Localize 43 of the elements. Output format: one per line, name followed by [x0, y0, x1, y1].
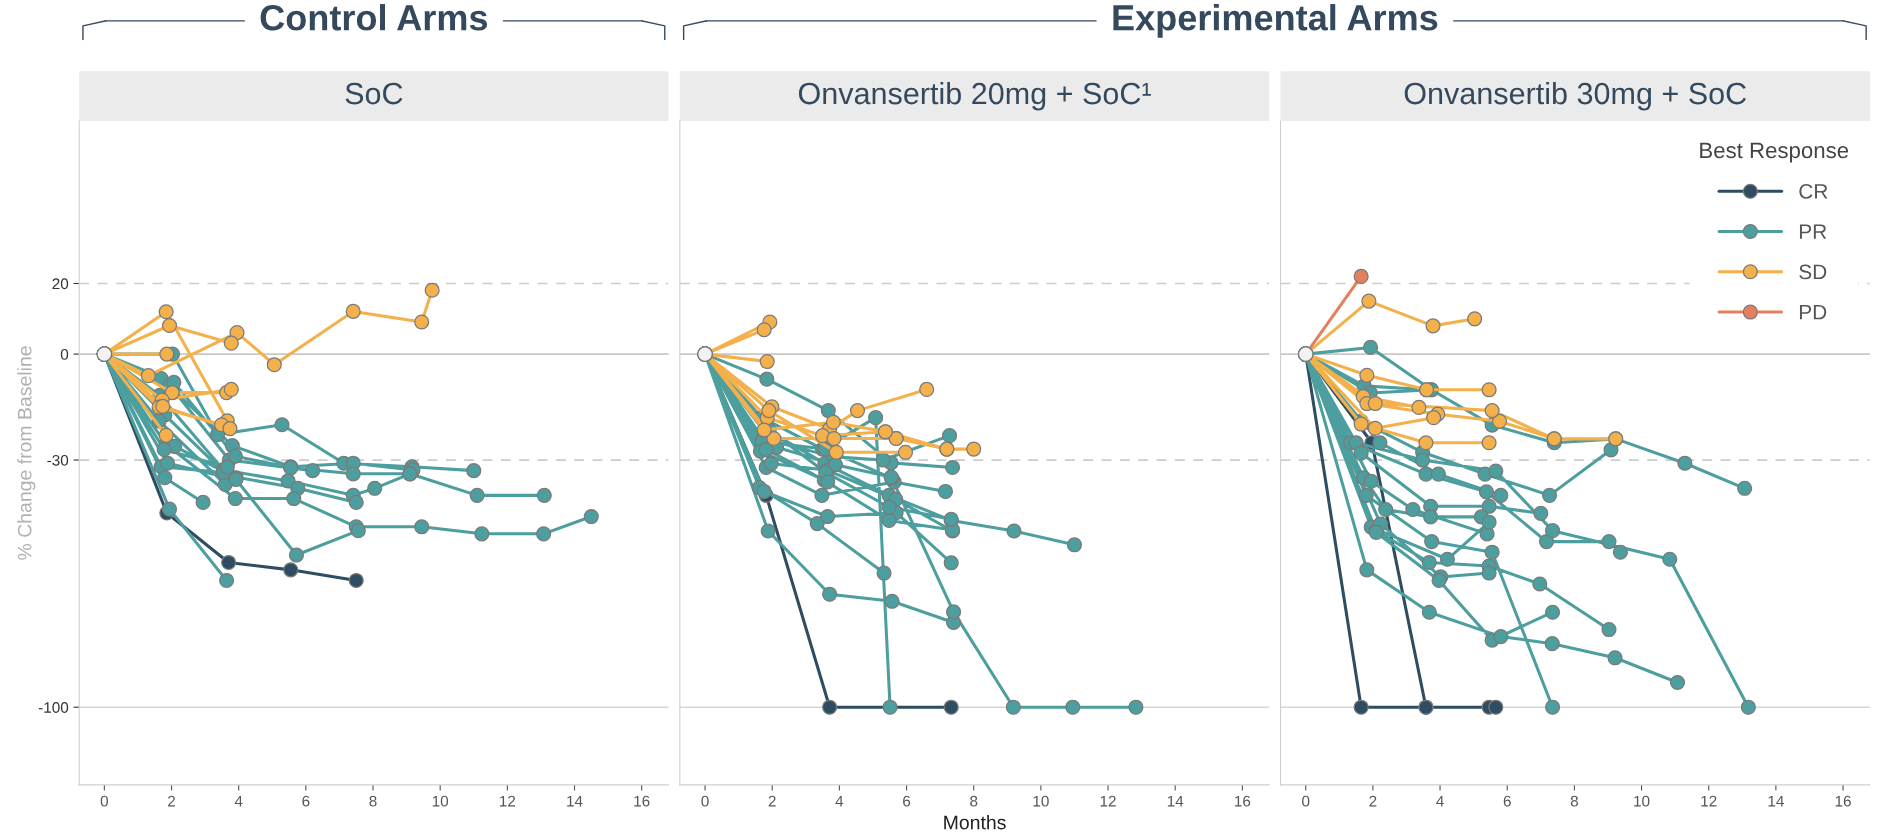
- x-tick-label: 10: [432, 795, 449, 807]
- legend-title: Best Response: [1700, 142, 1849, 163]
- x-tick-label: 0: [701, 795, 709, 807]
- x-tick-label: 6: [1503, 795, 1511, 807]
- x-tick-label: 6: [903, 795, 911, 807]
- y-tick-label: 20: [52, 278, 69, 290]
- legend-label: CR: [1799, 184, 1828, 199]
- chart-title: SoC: [345, 82, 403, 105]
- x-tick-label: 2: [168, 795, 175, 807]
- x-tick-label: 14: [567, 795, 583, 807]
- x-tick-label: 0: [100, 795, 109, 807]
- x-tick-label: 14: [1167, 795, 1184, 807]
- x-tick-label: 12: [1100, 795, 1116, 807]
- x-tick-label: 2: [1369, 795, 1377, 807]
- y-tick-label: 0: [60, 348, 69, 360]
- legend-label: PR: [1799, 224, 1827, 239]
- x-tick-label: 8: [1570, 795, 1578, 807]
- x-tick-label: 16: [634, 795, 650, 807]
- x-tick-label: 0: [1302, 795, 1310, 807]
- x-tick-label: 14: [1768, 795, 1784, 807]
- x-tick-label: 4: [1436, 795, 1444, 807]
- chart-title: Onvansertib 20mg + SoC¹: [798, 81, 1151, 111]
- x-tick-label: 16: [1835, 795, 1851, 807]
- x-axis-title: Months: [944, 815, 1006, 830]
- legend-label: PD: [1799, 304, 1827, 320]
- chart-title: Onvansertib 30mg + SoC: [1404, 81, 1747, 111]
- x-tick-label: 16: [1235, 795, 1251, 807]
- x-tick-label: 4: [835, 795, 844, 807]
- x-tick-label: 10: [1033, 795, 1049, 807]
- x-tick-label: 2: [768, 795, 776, 807]
- x-tick-label: 6: [302, 795, 310, 807]
- legend-label: SD: [1799, 264, 1827, 280]
- x-tick-label: 8: [369, 795, 377, 807]
- x-tick-label: 12: [1701, 795, 1717, 807]
- chart-subtitle: Experimental Arms: [1113, 4, 1438, 38]
- chart-subtitle: Control Arms: [260, 4, 488, 31]
- y-axis-title: % Change from Baseline: [17, 346, 36, 560]
- x-tick-label: 10: [1634, 795, 1650, 807]
- x-tick-label: 8: [970, 795, 978, 807]
- y-tick-label: -30: [47, 454, 69, 466]
- y-tick-label: -100: [38, 702, 69, 713]
- x-tick-label: 4: [234, 795, 243, 807]
- x-tick-label: 12: [500, 795, 516, 807]
